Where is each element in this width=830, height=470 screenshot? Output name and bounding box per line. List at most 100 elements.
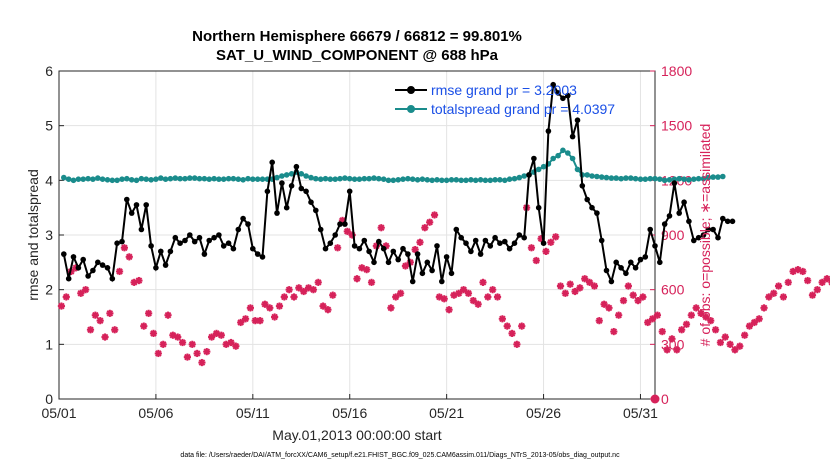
obs-assimilated-point	[576, 284, 584, 292]
obs-assimilated-point	[203, 348, 211, 356]
data-marks	[57, 81, 830, 404]
rmse-point	[317, 226, 324, 233]
chart-subtitle: SAT_U_WIND_COMPONENT @ 688 hPa	[216, 47, 499, 64]
rmse-point	[695, 234, 702, 241]
totalspread-point	[85, 175, 91, 182]
obs-assimilated-point	[711, 326, 720, 334]
obs-assimilated-point	[508, 329, 516, 337]
totalspread-point	[424, 177, 431, 183]
rmse-point	[153, 265, 159, 271]
x-tick-label: 05/31	[623, 405, 658, 421]
totalspread-point	[535, 166, 542, 173]
totalspread-point	[618, 175, 624, 182]
totalspread-point	[608, 175, 615, 181]
rmse-point	[642, 254, 649, 260]
y-right-tick-label: 1800	[661, 63, 692, 79]
rmse-point	[705, 226, 712, 233]
obs-assimilated-point	[174, 333, 182, 341]
obs-assimilated-point	[489, 286, 497, 294]
obs-assimilated-point	[615, 311, 623, 319]
totalspread-point	[104, 177, 111, 183]
totalspread-point	[303, 173, 309, 179]
obs-assimilated-point	[619, 297, 628, 305]
totalspread-point	[661, 177, 668, 184]
rmse-point	[225, 240, 232, 246]
obs-assimilated-point	[716, 338, 725, 347]
y-axis-right-label: # of obs: o=possible; ∗=assimilated	[697, 124, 713, 347]
rmse-point	[632, 265, 639, 271]
rmse-point	[686, 218, 692, 225]
rmse-point	[245, 221, 251, 227]
x-tick-label: 05/26	[526, 405, 561, 421]
obs-assimilated-point	[145, 309, 153, 317]
y-left-tick-label: 2	[45, 282, 53, 298]
rmse-point	[482, 237, 489, 244]
totalspread-point	[647, 175, 653, 182]
totalspread-point	[589, 173, 595, 179]
y-left-tick-label: 1	[45, 336, 53, 352]
totalspread-point	[671, 176, 678, 182]
rmse-point	[346, 188, 353, 195]
rmse-point	[162, 262, 169, 268]
obs-assimilated-point	[421, 224, 429, 232]
rmse-point	[657, 259, 663, 266]
rmse-point	[477, 251, 484, 257]
rmse-point	[293, 163, 300, 170]
obs-assimilated-point	[193, 349, 201, 358]
totalspread-point	[487, 177, 494, 184]
rmse-point	[235, 226, 242, 233]
obs-assimilated-point	[135, 276, 143, 285]
totalspread-point	[497, 177, 503, 183]
totalspread-point	[279, 173, 285, 179]
obs-assimilated-point	[232, 342, 240, 350]
rmse-point	[119, 238, 125, 245]
obs-assimilated-point	[484, 293, 492, 301]
obs-assimilated-point	[663, 346, 671, 354]
rmse-point	[327, 240, 334, 246]
totalspread-line	[63, 149, 723, 182]
rmse-point	[342, 221, 348, 227]
rmse-point	[128, 210, 135, 216]
totalspread-point	[502, 177, 508, 184]
obs-assimilated-point	[823, 275, 830, 283]
totalspread-point	[75, 176, 82, 182]
rmse-point	[332, 232, 339, 238]
totalspread-point	[705, 174, 712, 181]
totalspread-point	[448, 177, 455, 183]
obs-assimilated-point	[590, 282, 599, 290]
obs-assimilated-point	[687, 311, 695, 319]
totalspread-point	[288, 171, 295, 177]
obs-assimilated-point	[86, 326, 95, 334]
obs-assimilated-point	[639, 293, 647, 301]
totalspread-point	[124, 175, 130, 182]
rmse-point	[594, 210, 600, 216]
totalspread-point	[206, 176, 212, 182]
totalspread-point	[681, 176, 687, 182]
x-tick-label: 05/16	[332, 405, 367, 421]
rmse-point	[351, 243, 358, 249]
totalspread-point	[686, 177, 692, 183]
rmse-point	[104, 265, 111, 271]
totalspread-point	[138, 175, 145, 182]
rmse-point	[148, 243, 154, 249]
totalspread-point	[434, 177, 440, 183]
obs-assimilated-point	[532, 256, 540, 265]
totalspread-point	[114, 177, 120, 184]
rmse-point	[177, 240, 183, 246]
totalspread-point	[405, 175, 411, 182]
totalspread-point	[351, 176, 358, 182]
y-right-tick-label: 0	[661, 391, 669, 407]
rmse-point	[429, 267, 435, 274]
totalspread-point	[298, 171, 305, 177]
obs-assimilated-point	[314, 278, 322, 286]
obs-assimilated-point	[479, 278, 487, 286]
totalspread-point	[395, 177, 402, 183]
rmse-line	[62, 81, 733, 285]
totalspread-point	[715, 174, 721, 180]
rmse-point	[623, 270, 629, 277]
rmse-point	[618, 265, 624, 271]
x-tick-label: 05/21	[429, 405, 464, 421]
obs-assimilated-point	[387, 304, 395, 312]
legend-marker-spread	[407, 105, 415, 113]
totalspread-point	[308, 174, 314, 181]
